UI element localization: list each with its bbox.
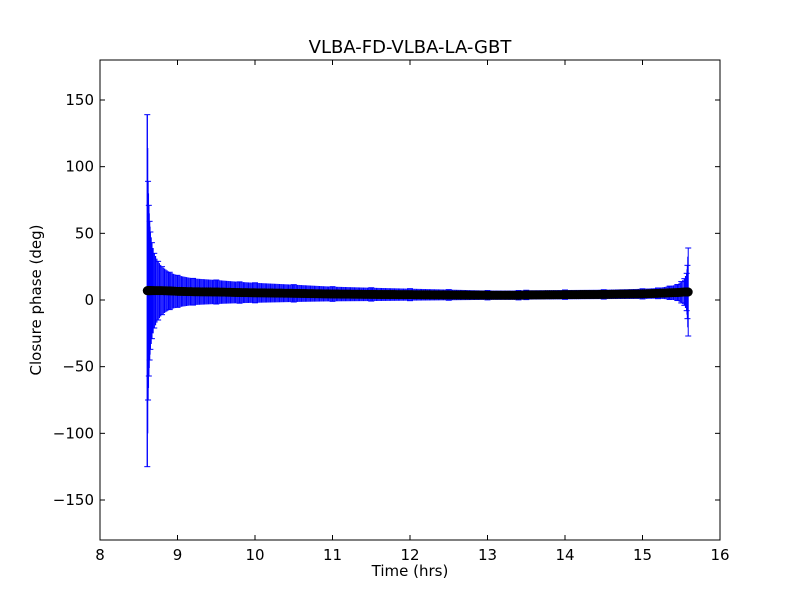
x-tick-label: 9 [173, 546, 183, 564]
axis-ticks: 8 9 10 11 12 13 14 15 16 −150 −100 −50 0 50 100 150 [53, 60, 730, 564]
x-tick-label: 14 [555, 546, 574, 564]
x-tick-label: 8 [95, 546, 105, 564]
data-point [683, 287, 693, 297]
y-tick-label: 150 [65, 91, 94, 109]
y-tick-label: −100 [53, 424, 94, 442]
x-tick-label: 11 [323, 546, 342, 564]
plot-area [142, 114, 693, 468]
y-tick-label: −50 [62, 358, 94, 376]
x-tick-label: 10 [245, 546, 264, 564]
y-tick-label: −150 [53, 491, 94, 509]
x-tick-label: 13 [478, 546, 497, 564]
x-tick-label: 15 [633, 546, 652, 564]
y-tick-label: 100 [65, 158, 94, 176]
x-tick-label: 12 [400, 546, 419, 564]
chart-title: VLBA-FD-VLBA-LA-GBT [309, 37, 513, 58]
y-tick-label: 50 [75, 224, 94, 242]
y-tick-label: 0 [84, 291, 94, 309]
x-tick-label: 16 [710, 546, 729, 564]
y-axis-label: Closure phase (deg) [27, 225, 45, 376]
x-axis-label: Time (hrs) [371, 562, 449, 580]
